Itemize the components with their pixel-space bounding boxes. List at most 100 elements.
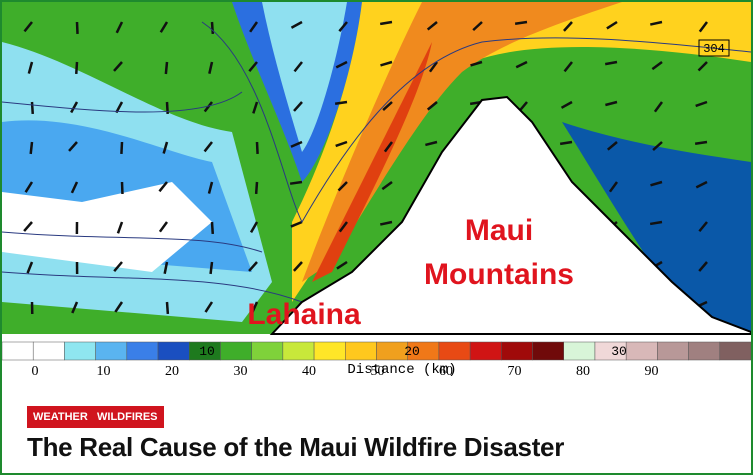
colorbar-label: 90 [645, 364, 659, 379]
wind-arrow [334, 100, 348, 105]
axis-tick-label: 30 [611, 344, 627, 359]
wind-arrow [379, 20, 393, 26]
wind-arrow [254, 181, 259, 195]
wind-arrow [159, 21, 169, 33]
mountain [269, 95, 751, 335]
wind-arrow [653, 101, 664, 113]
wind-arrow [120, 141, 124, 155]
colorbar-cell [32, 341, 65, 361]
colorbar-cell [376, 341, 408, 361]
wind-arrow [515, 60, 528, 69]
town-label: Lahaina [247, 298, 361, 331]
wind-arrow [24, 181, 34, 193]
wind-arrow [158, 181, 168, 193]
wind-arrow [203, 141, 213, 153]
wind-arrow [606, 141, 618, 151]
wind-arrow [203, 101, 213, 113]
wind-arrow [68, 141, 78, 152]
wind-arrow [70, 181, 79, 194]
wind-arrow [248, 261, 258, 272]
wind-arrow [563, 21, 573, 32]
colorbar-cell [64, 341, 96, 361]
colorbar-label: 50 [371, 364, 385, 379]
wind-arrow [290, 140, 303, 148]
wind-arrow [604, 60, 618, 66]
wind-arrow [381, 180, 393, 191]
field-white [2, 182, 212, 272]
wind-arrow [380, 220, 393, 226]
wind-arrow [695, 100, 708, 108]
colorbar-cell [2, 341, 34, 361]
model-figure: 304 Maui Mountains Lahaina 10 20 30 0 10 20 30… [2, 2, 751, 379]
wind-arrow [608, 181, 619, 193]
wind-arrow [75, 61, 79, 75]
wind-arrow [651, 60, 663, 71]
wind-arrow [382, 101, 393, 111]
wind-arrow [472, 21, 483, 32]
wind-arrow [23, 21, 33, 33]
wind-arrow [425, 140, 438, 147]
axis-title: Distance (km) [347, 362, 456, 378]
colorbar-label: 70 [508, 364, 522, 379]
wind-arrow [207, 181, 214, 194]
wind-arrow [252, 101, 259, 114]
tag[interactable]: WILDFIRES [91, 406, 164, 428]
wind-arrow [698, 21, 708, 33]
wind-arrow [209, 261, 214, 275]
axis-tick-label: 20 [404, 344, 420, 359]
wind-arrow [163, 261, 169, 275]
field-red [312, 42, 432, 282]
colorbar-label: 10 [97, 364, 111, 379]
wind-arrow [248, 61, 258, 73]
wind-arrow [210, 221, 215, 235]
wind-arrow [165, 101, 169, 115]
wind-arrow [698, 221, 708, 233]
colorbar-cell [625, 341, 658, 361]
wind-arrow [113, 61, 123, 72]
mountain-label: Maui [465, 214, 533, 247]
wind-arrow [290, 20, 303, 29]
wind-arrow [71, 301, 79, 314]
colorbar-label: 0 [32, 364, 39, 379]
colorbar-cell [313, 341, 346, 361]
wind-arrow [605, 100, 618, 107]
contour-lines [2, 21, 751, 303]
wind-arrow [652, 141, 663, 151]
article-title[interactable]: The Real Cause of the Maui Wildfire Disa… [27, 432, 565, 462]
wind-arrow [29, 141, 34, 155]
colorbar-cell [95, 341, 128, 361]
colorbar-cell [157, 341, 190, 361]
wind-arrow [116, 221, 124, 234]
box-label: 304 [703, 42, 725, 56]
colorbar-label: 80 [576, 364, 590, 379]
wind-arrow [208, 61, 214, 74]
wind-arrow [75, 21, 79, 35]
wind-arrow [30, 101, 34, 115]
wind-arrow [650, 180, 663, 187]
wind-arrow [250, 301, 259, 314]
field-cyan2 [262, 2, 347, 152]
wind-arrow [23, 221, 33, 232]
colorbar-cell [719, 341, 751, 361]
wind-arrow [255, 141, 259, 155]
wind-arrow [650, 20, 663, 26]
colorbar-label: 60 [439, 364, 453, 379]
wind-arrow [113, 261, 123, 272]
colorbar-cell [501, 341, 533, 361]
wind-arrow [162, 141, 169, 154]
wind-arrow [70, 101, 79, 114]
colorbar-label: 40 [302, 364, 316, 379]
wind-arrow [426, 101, 438, 111]
wind-arrow [165, 301, 170, 315]
wind-arrow [514, 20, 528, 25]
colorbar-cell [251, 341, 284, 361]
wind-arrow [204, 301, 214, 313]
wind-arrow [289, 180, 303, 185]
colorbar-cell [563, 341, 596, 361]
wind-arrow [292, 261, 303, 272]
colorbar-label: 20 [165, 364, 179, 379]
tag[interactable]: WEATHER [27, 406, 94, 428]
field-darkblue [562, 122, 751, 332]
colorbar-cell [220, 341, 252, 361]
